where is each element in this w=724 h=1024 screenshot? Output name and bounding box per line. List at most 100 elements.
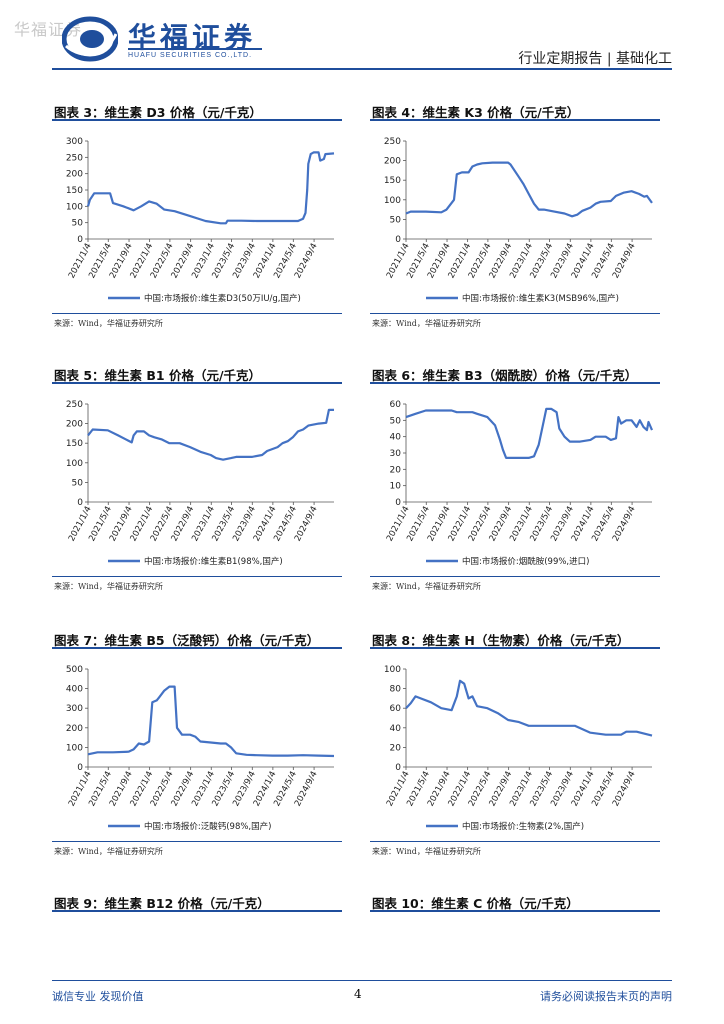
report-type: 行业定期报告 | 基础化工 bbox=[518, 51, 672, 67]
panel-rule bbox=[52, 910, 342, 912]
y-tick-label: 100 bbox=[66, 458, 83, 468]
logo-en: HUAFU SECURITIES CO.,LTD. bbox=[128, 48, 263, 59]
y-tick-label: 0 bbox=[395, 763, 401, 773]
panel-rule bbox=[52, 119, 342, 121]
panel-title: 图表 9：维生素 B12 价格（元/千克） bbox=[54, 896, 270, 911]
panel-10: 图表 10：维生素 C 价格（元/千克） bbox=[370, 893, 660, 912]
panel-rule bbox=[370, 382, 660, 384]
source-note: 来源：Wind，华福证券研究所 bbox=[54, 846, 163, 856]
y-tick-label: 250 bbox=[66, 400, 83, 410]
legend-label: 中国:市场报价:泛酸钙(98%,国产) bbox=[144, 821, 271, 832]
y-tick-label: 150 bbox=[384, 176, 401, 186]
panel-4: 图表 4：维生素 K3 价格（元/千克） 0 50 100 150 200 250 2021… bbox=[370, 102, 660, 329]
chart-vitamin-k3: 0501001502002502021/1/42021/5/42021/9/42… bbox=[384, 137, 653, 304]
header-divider bbox=[52, 68, 672, 70]
y-tick-label: 100 bbox=[66, 202, 83, 212]
panel-title: 图表 6：维生素 B3（烟酰胺）价格（元/千克） bbox=[372, 368, 638, 383]
panel-title: 图表 8：维生素 H（生物素）价格（元/千克） bbox=[372, 633, 630, 648]
y-tick-label: 80 bbox=[390, 684, 402, 694]
panel-title: 图表 10：维生素 C 价格（元/千克） bbox=[372, 896, 579, 911]
y-tick-label: 250 bbox=[384, 137, 401, 147]
y-tick-label: 150 bbox=[66, 439, 83, 449]
series-line bbox=[87, 408, 334, 461]
source-note: 来源：Wind，华福证券研究所 bbox=[372, 846, 481, 856]
legend-label: 中国:市场报价:生物素(2%,国产) bbox=[462, 821, 584, 832]
panel-title: 图表 7：维生素 B5（泛酸钙）价格（元/千克） bbox=[54, 633, 320, 648]
chart-vitamin-b5: 01002003004005002021/1/42021/5/42021/9/4… bbox=[66, 665, 335, 832]
footer-slogan: 诚信专业 发现价值 bbox=[52, 990, 144, 1003]
panel-rule bbox=[370, 119, 660, 121]
page-number: 4 bbox=[354, 987, 362, 1001]
y-tick-label: 50 bbox=[390, 215, 402, 225]
y-tick-label: 50 bbox=[72, 218, 84, 228]
legend-label: 中国:市场报价:维生素B1(98%,国产) bbox=[144, 556, 283, 567]
series-line bbox=[86, 150, 335, 224]
y-tick-label: 0 bbox=[77, 235, 83, 245]
chart-vitamin-h: 0204060801002021/1/42021/5/42021/9/42022… bbox=[384, 665, 653, 832]
y-tick-label: 200 bbox=[66, 723, 83, 733]
huafu-logo-icon bbox=[62, 16, 118, 62]
panel-title: 图表 5：维生素 B1 价格（元/千克） bbox=[54, 368, 262, 383]
panel-5: 图表 5：维生素 B1 价格（元/千克） 0 50 100 150 200 250 2021… bbox=[52, 365, 342, 592]
y-tick-label: 0 bbox=[395, 498, 401, 508]
y-tick-label: 50 bbox=[390, 416, 402, 426]
legend-label: 中国:市场报价:维生素K3(MSB96%,国产) bbox=[462, 293, 619, 304]
series-line bbox=[405, 679, 653, 737]
panel-rule bbox=[52, 382, 342, 384]
y-tick-label: 0 bbox=[395, 235, 401, 245]
source-note: 来源：Wind，华福证券研究所 bbox=[372, 318, 481, 328]
y-tick-label: 200 bbox=[66, 419, 83, 429]
y-tick-label: 150 bbox=[66, 186, 83, 196]
series-line bbox=[405, 407, 654, 459]
footer-disclaimer: 请务必阅读报告末页的声明 bbox=[540, 990, 672, 1003]
panel-8: 图表 8：维生素 H（生物素）价格（元/千克） 0 20 40 60 80 100 2021… bbox=[370, 630, 660, 857]
chart-vitamin-b1: 0501001502002502021/1/42021/5/42021/9/42… bbox=[66, 400, 334, 567]
panel-title: 图表 4：维生素 K3 价格（元/千克） bbox=[372, 105, 580, 120]
y-tick-label: 40 bbox=[390, 723, 402, 733]
panel-title: 图表 3：维生素 D3 价格（元/千克） bbox=[54, 105, 262, 120]
panel-3: 图表 3：维生素 D3 价格（元/千克） 0 50 100 150 200 250 300 2… bbox=[52, 102, 342, 329]
y-tick-label: 20 bbox=[390, 743, 402, 753]
series-line bbox=[405, 160, 653, 217]
y-tick-label: 50 bbox=[72, 478, 84, 488]
y-tick-label: 40 bbox=[390, 432, 402, 442]
y-tick-label: 250 bbox=[66, 153, 83, 163]
panel-rule bbox=[52, 575, 342, 577]
chart-vitamin-d3: 0501001502002503002021/1/42021/5/42021/9… bbox=[66, 137, 335, 304]
panel-rule bbox=[370, 910, 660, 912]
panel-rule bbox=[52, 840, 342, 842]
panel-6: 图表 6：维生素 B3（烟酰胺）价格（元/千克） 0 10 20 30 40 50 60 20… bbox=[370, 365, 660, 592]
panel-rule bbox=[370, 575, 660, 577]
y-tick-label: 30 bbox=[390, 449, 402, 459]
panel-7: 图表 7：维生素 B5（泛酸钙）价格（元/千克） 0 100 200 300 400 50… bbox=[52, 630, 342, 857]
legend-label: 中国:市场报价:烟酰胺(99%,进口) bbox=[462, 556, 589, 567]
legend-label: 中国:市场报价:维生素D3(50万IU/g,国产) bbox=[144, 293, 301, 304]
panel-rule bbox=[52, 647, 342, 649]
panel-rule bbox=[370, 840, 660, 842]
source-note: 来源：Wind，华福证券研究所 bbox=[372, 581, 481, 591]
panel-rule bbox=[370, 647, 660, 649]
y-tick-label: 100 bbox=[384, 665, 401, 675]
logo-name: 华福证券 bbox=[128, 21, 257, 54]
panel-9: 图表 9：维生素 B12 价格（元/千克） bbox=[52, 893, 342, 912]
y-tick-label: 20 bbox=[390, 465, 402, 475]
y-tick-label: 200 bbox=[66, 169, 83, 179]
panel-rule bbox=[370, 312, 660, 314]
y-tick-label: 100 bbox=[384, 195, 401, 205]
y-tick-label: 10 bbox=[390, 481, 402, 491]
footer-divider bbox=[52, 980, 672, 981]
y-tick-label: 400 bbox=[66, 684, 83, 694]
y-tick-label: 100 bbox=[66, 743, 83, 753]
y-tick-label: 300 bbox=[66, 137, 83, 147]
series-line bbox=[87, 684, 335, 757]
chart-vitamin-b3: 01020304050602021/1/42021/5/42021/9/4202… bbox=[385, 400, 654, 567]
y-tick-label: 0 bbox=[77, 763, 83, 773]
y-tick-label: 500 bbox=[66, 665, 83, 675]
y-tick-label: 60 bbox=[390, 400, 402, 410]
panel-rule bbox=[52, 312, 342, 314]
y-tick-label: 200 bbox=[384, 156, 401, 166]
y-tick-label: 0 bbox=[77, 498, 83, 508]
source-note: 来源：Wind，华福证券研究所 bbox=[54, 318, 163, 328]
y-tick-label: 60 bbox=[390, 704, 402, 714]
y-tick-label: 300 bbox=[66, 704, 83, 714]
